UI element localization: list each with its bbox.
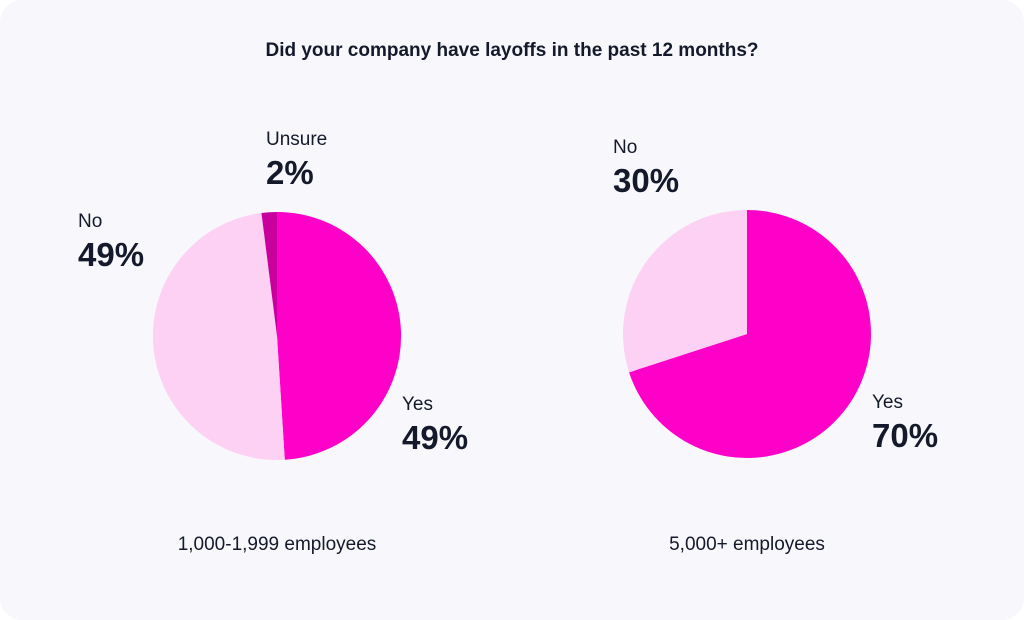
pie-slice-yes: [277, 211, 402, 460]
slice-label-yes-5000: Yes 70%: [872, 391, 938, 455]
slice-value-no-5000: 30%: [613, 162, 680, 199]
slice-name-no: No: [78, 211, 103, 232]
pie-slice-yes: [629, 210, 872, 458]
pie-caption-5000-plus: 5,000+ employees: [669, 534, 825, 555]
chart-title: Did your company have layoffs in the pas…: [265, 40, 759, 61]
slice-label-unsure: Unsure 2%: [266, 128, 327, 192]
slice-value-no: 49%: [78, 236, 145, 273]
slice-value-yes: 49%: [402, 419, 469, 456]
slice-label-no: No 49%: [78, 210, 144, 274]
slice-label-yes: Yes 49%: [402, 393, 468, 457]
slice-value-yes-5000: 70%: [872, 417, 939, 454]
pie-chart-1000-1999: [152, 211, 402, 461]
slice-value-unsure: 2%: [266, 154, 314, 191]
slice-name-unsure: Unsure: [266, 129, 328, 150]
pie-slice-no: [623, 210, 747, 373]
pie-slice-unsure: [261, 212, 277, 336]
pie-chart-5000-plus: [623, 210, 872, 458]
slice-name-no-5000: No: [613, 137, 638, 158]
slice-label-no-5000: No 30%: [613, 136, 679, 200]
pie-caption-1000-1999: 1,000-1,999 employees: [177, 534, 377, 555]
pie-slice-no: [152, 212, 285, 461]
slice-name-yes-5000: Yes: [872, 392, 903, 413]
slice-name-yes: Yes: [402, 394, 433, 415]
